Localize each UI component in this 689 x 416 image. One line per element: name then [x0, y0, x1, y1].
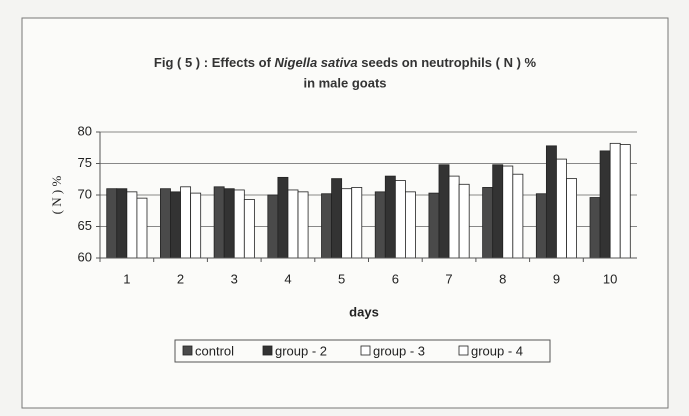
- bar: [213, 186, 225, 259]
- bar: [180, 186, 192, 259]
- bar: [223, 188, 235, 259]
- y-tick-label: 65: [78, 218, 92, 233]
- chart-title: in male goats: [303, 75, 386, 90]
- y-tick-label: 80: [78, 123, 92, 138]
- bar: [287, 189, 299, 259]
- bar: [405, 191, 416, 259]
- legend-swatch: [458, 345, 469, 356]
- bar: [331, 178, 343, 259]
- bar: [106, 188, 118, 259]
- bar: [277, 176, 289, 259]
- bar: [243, 199, 255, 259]
- legend-label: group - 3: [373, 343, 425, 358]
- bar: [512, 173, 524, 259]
- y-axis-label: ( N ) %: [49, 176, 64, 215]
- x-tick-label: 8: [499, 271, 506, 286]
- legend-swatch: [360, 345, 371, 356]
- bar: [492, 164, 504, 259]
- bar: [384, 175, 396, 259]
- bar: [545, 145, 557, 259]
- legend-swatch: [262, 345, 273, 356]
- bar: [482, 187, 494, 259]
- bar: [374, 191, 386, 259]
- x-tick-label: 3: [231, 271, 238, 286]
- bar: [297, 191, 309, 259]
- bar: [267, 194, 279, 259]
- x-tick-label: 4: [284, 271, 291, 286]
- chart-title: Fig ( 5 ) : Effects of Nigella sativa se…: [154, 55, 537, 70]
- x-tick-label: 6: [392, 271, 399, 286]
- bar: [126, 191, 138, 259]
- bar: [428, 192, 440, 259]
- bar: [556, 158, 567, 259]
- bar: [438, 164, 450, 259]
- x-axis-label: days: [349, 304, 379, 319]
- bar: [566, 178, 577, 259]
- bar: [458, 183, 470, 259]
- x-tick-label: 7: [445, 271, 452, 286]
- title-part: seeds on neutrophils ( N ) %: [358, 55, 537, 70]
- x-tick-label: 9: [553, 271, 560, 286]
- bar: [190, 192, 202, 259]
- bar: [619, 144, 631, 259]
- bar: [351, 187, 363, 259]
- title-part: Nigella sativa: [275, 55, 358, 70]
- legend-swatch: [182, 345, 193, 356]
- bar: [394, 180, 406, 259]
- x-tick-label: 10: [603, 271, 617, 286]
- bar: [136, 197, 148, 259]
- bar: [321, 193, 332, 259]
- bar: [341, 188, 353, 259]
- y-tick-label: 75: [78, 155, 92, 170]
- x-tick-label: 5: [338, 271, 345, 286]
- legend-label: group - 2: [275, 343, 327, 358]
- bar: [609, 142, 621, 259]
- bar: [160, 188, 171, 259]
- bar: [448, 175, 460, 259]
- bar: [116, 188, 128, 259]
- bar: [599, 150, 611, 259]
- bar: [589, 197, 601, 259]
- bar: [535, 193, 547, 259]
- title-part: Fig ( 5 ) : Effects of: [154, 55, 275, 70]
- bar: [170, 191, 181, 259]
- bar: [502, 165, 514, 259]
- y-tick-label: 60: [78, 249, 92, 264]
- bar: [233, 189, 245, 259]
- y-tick-label: 70: [78, 186, 92, 201]
- legend-label: group - 4: [471, 343, 523, 358]
- x-tick-label: 1: [123, 271, 130, 286]
- legend-label: control: [195, 343, 234, 358]
- x-tick-label: 2: [177, 271, 184, 286]
